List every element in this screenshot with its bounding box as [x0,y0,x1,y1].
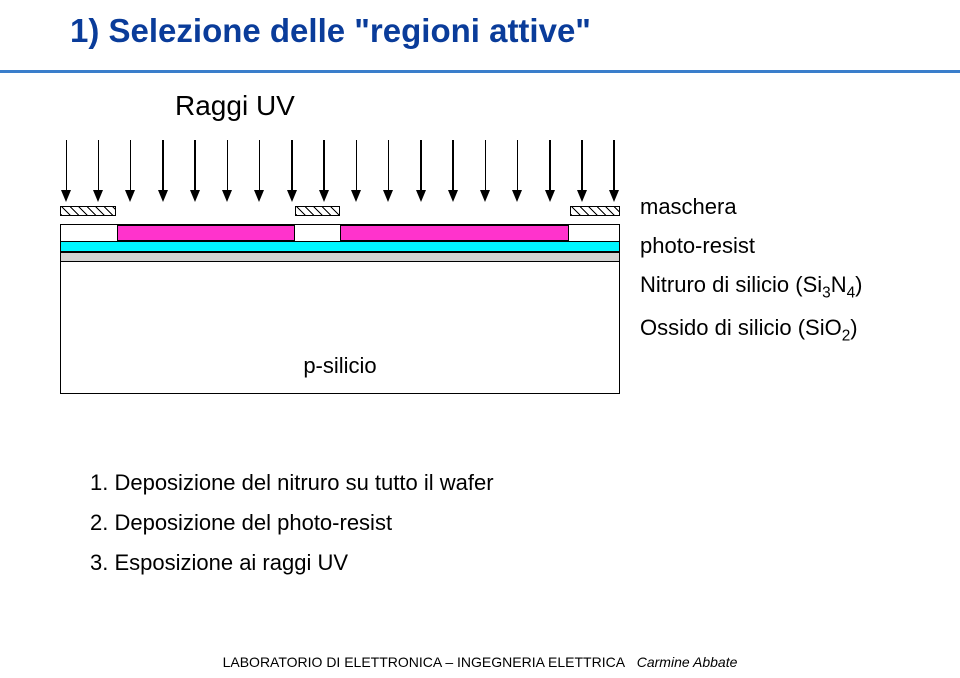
mask-row [60,206,620,216]
photoresist-row [61,225,619,241]
label-maschera: maschera [640,190,863,223]
label-oxide: Ossido di silicio (SiO2) [640,311,863,348]
mask-segment [60,206,116,216]
label-nitride: Nitruro di silicio (Si3N4) [640,268,863,305]
step-1: 1. Deposizione del nitruro su tutto il w… [90,470,494,496]
label-text: ) [850,315,857,340]
label-sub: 4 [847,284,856,301]
mask-segment [570,206,620,216]
step-3: 3. Esposizione ai raggi UV [90,550,494,576]
steps-list: 1. Deposizione del nitruro su tutto il w… [90,470,494,590]
label-text: N [831,272,847,297]
title-rule [0,70,960,73]
label-text: ) [855,272,862,297]
wafer-diagram: p-silicio [60,140,620,430]
label-photoresist: photo-resist [640,229,863,262]
mask-segment [295,206,340,216]
photoresist-segment [340,225,569,241]
slide-footer: LABORATORIO DI ELETTRONICA – INGEGNERIA … [0,654,960,670]
substrate-label: p-silicio [303,353,376,379]
photoresist-segment [117,225,296,241]
label-sub: 2 [842,327,851,344]
wafer-stack: p-silicio [60,224,620,394]
uv-arrows [66,140,614,204]
slide-title: 1) Selezione delle "regioni attive" [70,12,591,50]
footer-left: LABORATORIO DI ELETTRONICA – INGEGNERIA … [223,654,625,670]
uv-label: Raggi UV [175,90,295,122]
label-text: Nitruro di silicio (Si [640,272,822,297]
oxide-layer [61,252,619,262]
layer-labels: maschera photo-resist Nitruro di silicio… [640,190,863,353]
label-text: Ossido di silicio (SiO [640,315,842,340]
label-sub: 3 [822,284,831,301]
step-2: 2. Deposizione del photo-resist [90,510,494,536]
nitride-layer [61,241,619,252]
footer-right: Carmine Abbate [637,654,738,670]
